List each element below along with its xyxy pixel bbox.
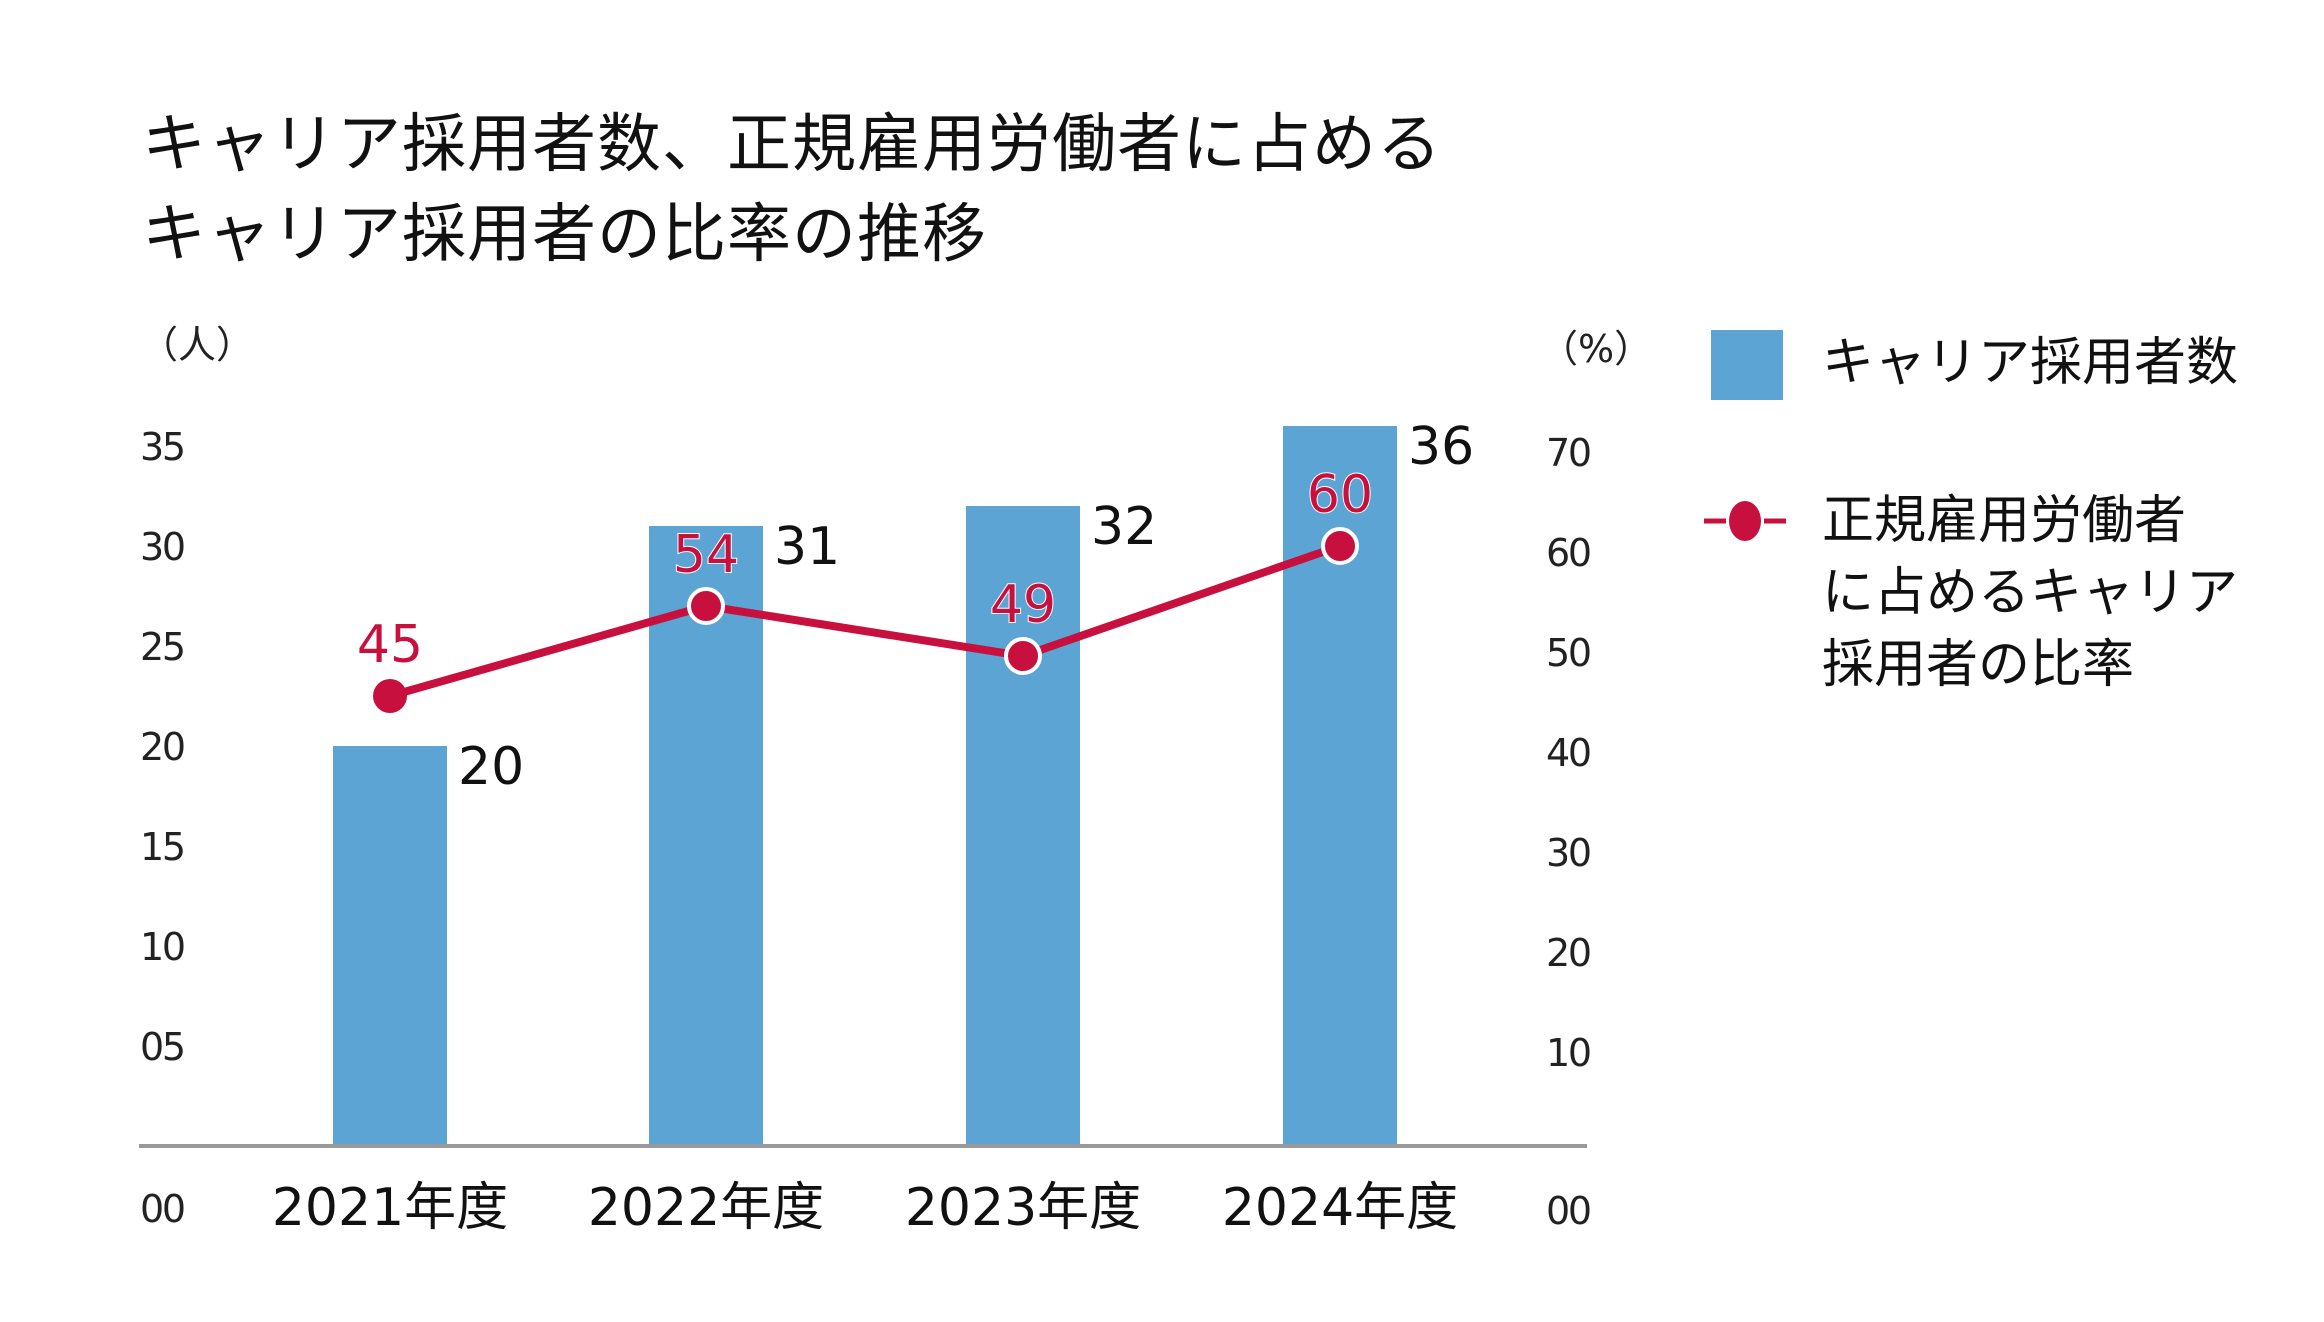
right-axis-tick: 10 [1546,1031,1592,1075]
left-axis-tick: 15 [140,825,186,869]
left-axis-unit: （人） [140,323,254,367]
bar-2022年度 [649,526,763,1146]
right-axis-tick: 40 [1546,731,1592,775]
bar-value-label: 36 [1408,417,1474,477]
right-axis-tick: 70 [1546,431,1592,475]
line-point-2022年度 [687,587,725,625]
x-axis-category: 2022年度 [588,1178,824,1238]
legend-label-line-1: 正規雇用労働者 [1822,491,2187,551]
bar-2023年度 [966,506,1080,1146]
x-axis-category: 2023年度 [905,1178,1141,1238]
bar-2021年度 [333,746,447,1146]
line-value-label: 54 [673,525,739,585]
chart-title-line-2: キャリア採用者の比率の推移 [142,198,987,272]
left-axis-tick: 30 [140,525,186,569]
legend-label-line-3: 採用者の比率 [1822,635,2135,695]
left-axis-tick: 00 [140,1187,186,1231]
right-axis-tick: 50 [1546,631,1592,675]
right-axis-tick: 30 [1546,831,1592,875]
bar-value-label: 20 [458,737,524,797]
legend-marker-line [1704,501,1786,541]
legend-label-bar: キャリア採用者数 [1822,333,2239,393]
line-point-2024年度 [1321,527,1359,565]
line-value-label: 49 [990,575,1056,635]
line-point-2023年度 [1004,637,1042,675]
x-axis-category: 2024年度 [1222,1178,1458,1238]
chart-title-line-1: キャリア採用者数、正規雇用労働者に占める [142,108,1442,182]
bar-value-label: 32 [1091,497,1157,557]
line-value-label: 60 [1307,465,1373,525]
x-axis-category: 2021年度 [272,1178,508,1238]
left-axis-tick: 10 [140,925,186,969]
right-axis-tick: 20 [1546,931,1592,975]
line-point-2021年度 [373,679,407,713]
right-axis-tick: 60 [1546,531,1592,575]
legend-label-line-2: に占めるキャリア [1822,563,2239,623]
line-value-label: 45 [357,615,423,675]
left-axis-tick: 20 [140,725,186,769]
left-axis-tick: 35 [140,425,186,469]
line-series [388,542,1342,700]
left-axis-tick: 25 [140,625,186,669]
right-axis-tick: 00 [1546,1189,1592,1233]
right-axis-unit: （%） [1540,327,1652,371]
legend-swatch-bar [1711,330,1783,400]
left-axis-tick: 05 [140,1025,186,1069]
chart-title: キャリア採用者数、正規雇用労働者に占める キャリア採用者の比率の推移 [142,100,1442,280]
bar-value-label: 31 [774,517,840,577]
